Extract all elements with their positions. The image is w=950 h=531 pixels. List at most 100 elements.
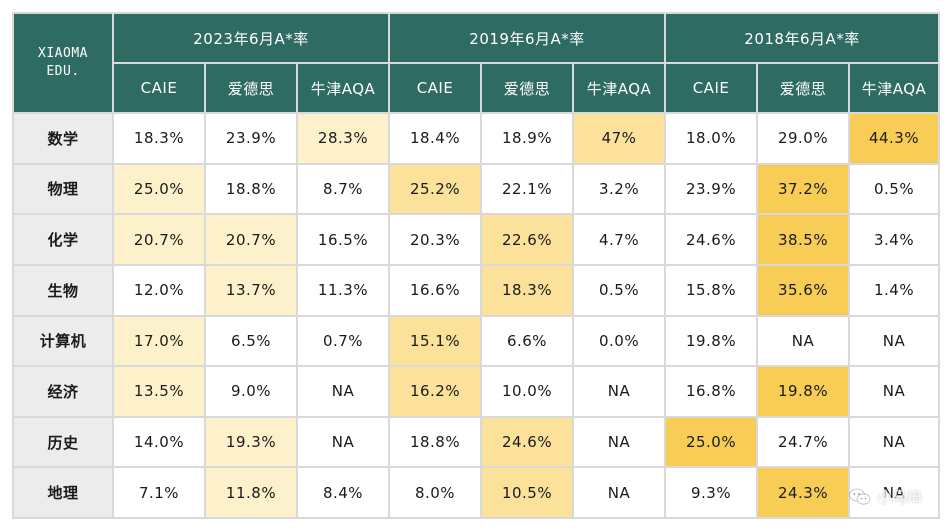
- rate-cell: 15.8%: [664, 263, 759, 317]
- rate-cell: NA: [756, 314, 851, 368]
- rate-cell: 13.5%: [112, 365, 206, 418]
- rate-cell: NA: [848, 365, 941, 418]
- rate-cell: 22.1%: [480, 162, 575, 216]
- rate-cell: 9.3%: [664, 466, 759, 519]
- rate-cell: 6.6%: [480, 314, 575, 368]
- rate-cell: 8.7%: [295, 162, 391, 216]
- rate-cell: 23.9%: [204, 112, 298, 165]
- rate-cell: 12.0%: [112, 263, 206, 317]
- rate-cell: 14.0%: [112, 415, 206, 469]
- rate-cell: 18.9%: [480, 112, 575, 165]
- a-star-rate-table: XIAOMA EDU. 2023年6月A*率 2019年6月A*率 2018年6…: [12, 12, 941, 519]
- rate-cell: 18.4%: [388, 112, 483, 165]
- table-row: 历史 14.0% 19.3% NA 18.8% 24.6% NA 25.0% 24.7% NA: [12, 415, 941, 469]
- column-header-oxford-aqa: 牛津AQA: [848, 62, 941, 114]
- subject-label: 物理: [12, 162, 114, 216]
- subject-label: 化学: [12, 213, 114, 266]
- rate-cell: 0.5%: [572, 263, 667, 317]
- rate-cell: 3.4%: [848, 213, 941, 266]
- rate-cell: 22.6%: [480, 213, 575, 266]
- group-header-row: XIAOMA EDU. 2023年6月A*率 2019年6月A*率 2018年6…: [12, 12, 941, 114]
- table-row: 经济 13.5% 9.0% NA 16.2% 10.0% NA 16.8% 19.8% NA: [12, 365, 941, 418]
- column-header-oxford-aqa: 牛津AQA: [295, 62, 391, 114]
- rate-cell: 19.3%: [204, 415, 298, 469]
- rate-cell: 17.0%: [112, 314, 206, 368]
- rate-cell: 23.9%: [664, 162, 759, 216]
- rate-cell: 1.4%: [848, 263, 941, 317]
- rate-cell: 11.3%: [295, 263, 391, 317]
- rate-cell: 7.1%: [112, 466, 206, 519]
- table-row: 数学 18.3% 23.9% 28.3% 18.4% 18.9% 47% 18.0% 29.0%…: [12, 112, 941, 165]
- rate-cell: NA: [572, 365, 667, 418]
- rate-cell: 0.0%: [572, 314, 667, 368]
- subject-label: 数学: [12, 112, 114, 165]
- rate-cell: NA: [295, 365, 391, 418]
- rate-cell: 16.2%: [388, 365, 483, 418]
- rate-cell: 4.7%: [572, 213, 667, 266]
- table-row: 物理 25.0% 18.8% 8.7% 25.2% 22.1% 3.2% 23.9% 37.2%…: [12, 162, 941, 216]
- rate-cell: NA: [572, 466, 667, 519]
- rate-cell: 25.2%: [388, 162, 483, 216]
- rate-cell: 18.8%: [204, 162, 298, 216]
- rate-cell: 37.2%: [756, 162, 851, 216]
- rate-cell: 19.8%: [756, 365, 851, 418]
- rate-cell: 19.8%: [664, 314, 759, 368]
- rate-cell: NA: [848, 314, 941, 368]
- rate-cell: 29.0%: [756, 112, 851, 165]
- rate-cell: 24.7%: [756, 415, 851, 469]
- rate-cell: 44.3%: [848, 112, 941, 165]
- rate-cell: 8.4%: [295, 466, 391, 519]
- rate-cell: 18.8%: [388, 415, 483, 469]
- rate-cell: 16.6%: [388, 263, 483, 317]
- table-body: 数学 18.3% 23.9% 28.3% 18.4% 18.9% 47% 18.0% 29.0%…: [12, 112, 941, 519]
- rate-cell: 15.1%: [388, 314, 483, 368]
- grade-table-container: XIAOMA EDU. 2023年6月A*率 2019年6月A*率 2018年6…: [12, 12, 941, 519]
- subject-label: 历史: [12, 415, 114, 469]
- column-header-caie: CAIE: [112, 62, 206, 114]
- rate-cell: 25.0%: [664, 415, 759, 469]
- column-header-caie: CAIE: [664, 62, 759, 114]
- rate-cell: 24.6%: [664, 213, 759, 266]
- rate-cell: 0.7%: [295, 314, 391, 368]
- brand-line-2: EDU.: [46, 64, 80, 79]
- column-header-row: CAIE 爱德思 牛津AQA CAIE 爱德思 牛津AQA CAIE 爱德思 牛…: [13, 62, 941, 114]
- rate-cell: NA: [848, 415, 941, 469]
- rate-cell: 16.5%: [295, 213, 391, 266]
- rate-cell: 20.3%: [388, 213, 483, 266]
- rate-cell: 28.3%: [295, 112, 391, 165]
- subject-label: 计算机: [12, 314, 114, 368]
- column-header-edexcel: 爱德思: [204, 62, 298, 114]
- table-row: 生物 12.0% 13.7% 11.3% 16.6% 18.3% 0.5% 15.8% 35.6…: [12, 263, 941, 317]
- group-header-2023: 2023年6月A*率: [111, 12, 391, 64]
- table-row: 地理 7.1% 11.8% 8.4% 8.0% 10.5% NA 9.3% 24.3% NA: [12, 466, 941, 519]
- column-header-oxford-aqa: 牛津AQA: [572, 62, 667, 114]
- rate-cell: 25.0%: [112, 162, 206, 216]
- rate-cell: NA: [295, 415, 391, 469]
- rate-cell: NA: [848, 466, 941, 519]
- rate-cell: 18.3%: [480, 263, 575, 317]
- table-row: 计算机 17.0% 6.5% 0.7% 15.1% 6.6% 0.0% 19.8% NA NA: [12, 314, 941, 368]
- rate-cell: 18.3%: [112, 112, 206, 165]
- rate-cell: 24.3%: [756, 466, 851, 519]
- rate-cell: 38.5%: [756, 213, 851, 266]
- rate-cell: 10.5%: [480, 466, 575, 519]
- rate-cell: 16.8%: [664, 365, 759, 418]
- subject-label: 生物: [12, 263, 114, 317]
- column-header-caie: CAIE: [388, 62, 483, 114]
- subject-label: 地理: [12, 466, 114, 519]
- group-header-2019: 2019年6月A*率: [388, 12, 667, 64]
- rate-cell: 35.6%: [756, 263, 851, 317]
- rate-cell: 8.0%: [388, 466, 483, 519]
- rate-cell: 24.6%: [480, 415, 575, 469]
- rate-cell: 0.5%: [848, 162, 941, 216]
- rate-cell: 13.7%: [204, 263, 298, 317]
- brand-line-1: XIAOMA: [38, 46, 88, 61]
- subject-label: 经济: [12, 365, 114, 418]
- brand-logo: XIAOMA EDU.: [12, 12, 114, 114]
- rate-cell: 20.7%: [204, 213, 298, 266]
- rate-cell: NA: [572, 415, 667, 469]
- column-header-edexcel: 爱德思: [756, 62, 851, 114]
- rate-cell: 47%: [572, 112, 667, 165]
- rate-cell: 9.0%: [204, 365, 298, 418]
- rate-cell: 11.8%: [204, 466, 298, 519]
